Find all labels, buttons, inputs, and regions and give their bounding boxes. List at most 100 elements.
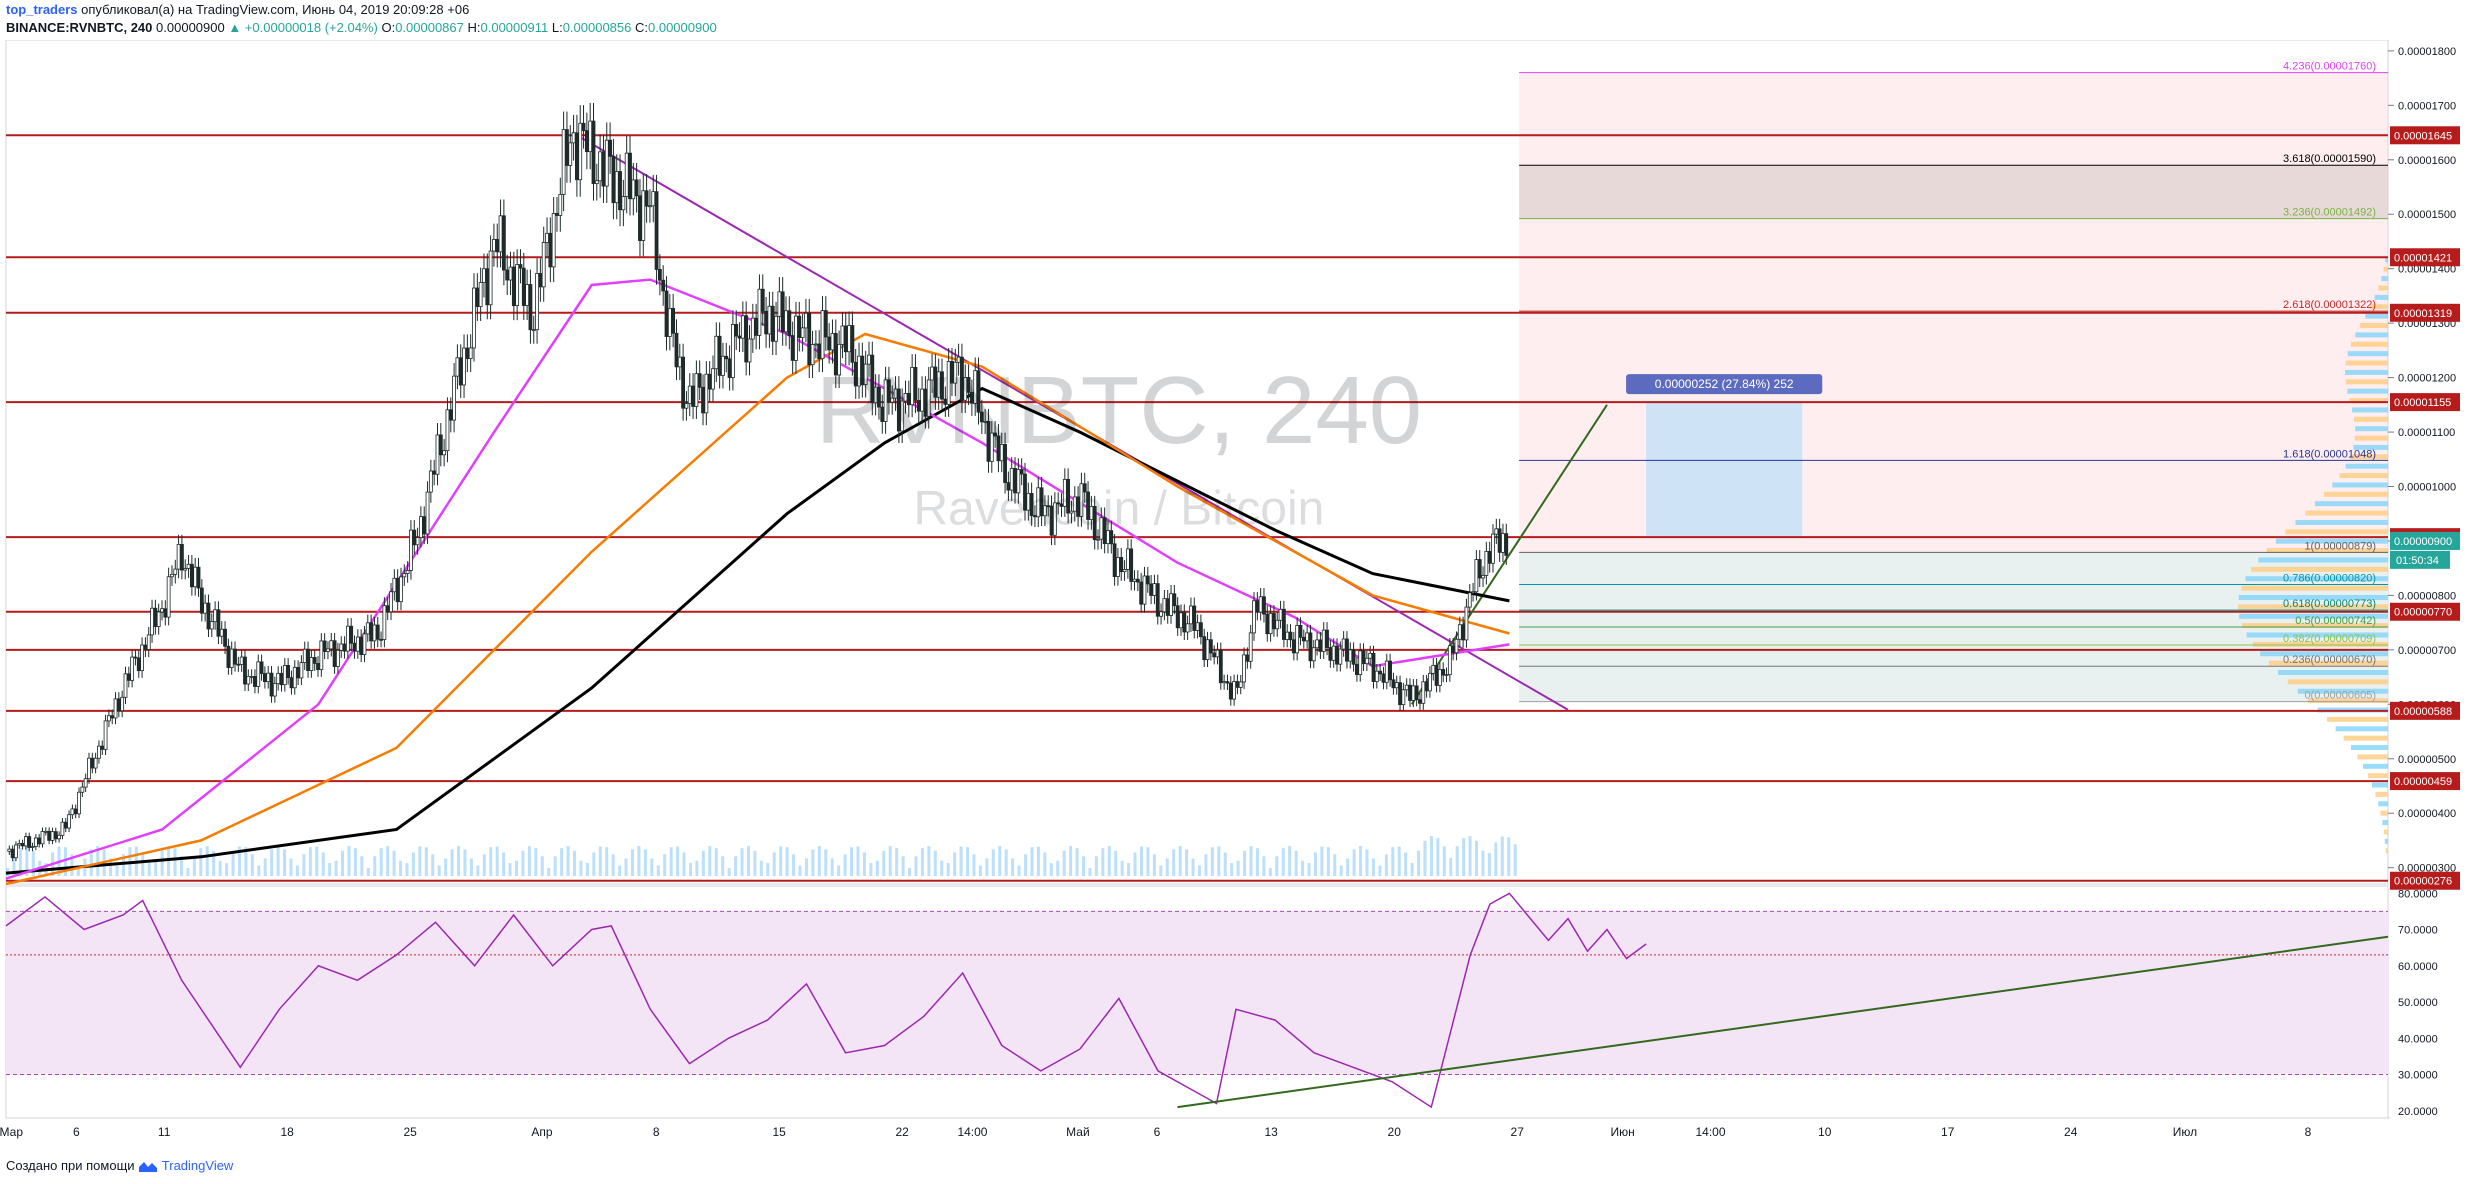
- candle: [1394, 682, 1399, 689]
- candle: [1066, 478, 1071, 514]
- volume-profile-bar: [2352, 407, 2388, 413]
- candle: [1444, 674, 1449, 677]
- candle: [432, 470, 437, 475]
- price-tick: 0.00001200: [2398, 373, 2456, 385]
- volume-bar: [444, 858, 448, 876]
- candle: [183, 568, 188, 571]
- candle: [425, 491, 430, 535]
- candle: [14, 844, 18, 859]
- candle: [475, 287, 480, 307]
- price-chart[interactable]: 0.00000252 (27.84%) 252 4.236(0.00001760)…: [0, 40, 2468, 1154]
- price-badge-bg: [2390, 126, 2460, 145]
- rsi-pane[interactable]: [5, 885, 2389, 1119]
- candle: [352, 642, 357, 652]
- candle: [810, 344, 815, 366]
- candle: [126, 673, 131, 681]
- candle: [50, 831, 55, 841]
- candle: [648, 205, 652, 208]
- volume-bar: [18, 848, 22, 876]
- candle: [1401, 689, 1406, 706]
- time-tick: 14:00: [1695, 1125, 1725, 1139]
- time-tick: 6: [73, 1125, 80, 1139]
- price-badge: 0.00001421: [2394, 252, 2452, 264]
- candle: [10, 848, 15, 859]
- tradingview-logo-icon: [139, 1161, 158, 1172]
- price-tick: 0.00000400: [2398, 808, 2456, 820]
- candle: [1023, 473, 1027, 511]
- candle: [774, 315, 778, 342]
- candle: [1301, 636, 1306, 642]
- price-tick: 0.00001500: [2398, 209, 2456, 221]
- volume-bar: [482, 854, 486, 876]
- candle: [890, 397, 895, 403]
- volume-bar: [1410, 863, 1414, 876]
- candle: [1315, 639, 1319, 649]
- candle: [462, 347, 466, 386]
- candle: [1169, 593, 1173, 616]
- candle: [266, 672, 271, 683]
- volume-bar: [521, 850, 525, 876]
- candle: [1454, 638, 1459, 654]
- volume-bar: [940, 860, 944, 876]
- volume-bar: [753, 850, 757, 876]
- volume-bar: [676, 846, 680, 876]
- volume-bar: [431, 854, 435, 876]
- candle: [1212, 652, 1217, 658]
- candle: [664, 290, 669, 337]
- price-pane[interactable]: 0.00000252 (27.84%) 252 4.236(0.00001760)…: [5, 40, 2389, 886]
- time-tick: 27: [1511, 1125, 1525, 1139]
- candle: [455, 357, 460, 377]
- candle: [1504, 533, 1509, 556]
- candle: [422, 516, 427, 535]
- volume-bar: [1082, 856, 1086, 876]
- candle: [1162, 598, 1167, 613]
- candle: [1265, 613, 1270, 635]
- tradingview-link[interactable]: TradingView: [161, 1158, 234, 1173]
- volume-bar: [328, 863, 332, 876]
- candle: [73, 808, 78, 815]
- volume-bar: [547, 867, 551, 876]
- volume-bar: [1307, 863, 1311, 876]
- rsi-tick: 60.0000: [2398, 961, 2438, 973]
- candle: [1288, 631, 1293, 641]
- ohlc-low-value: 0.00000856: [562, 20, 632, 35]
- candle: [721, 355, 725, 376]
- candle: [87, 757, 91, 780]
- volume-bar: [1313, 852, 1317, 876]
- volume-bar: [540, 856, 544, 876]
- time-tick: Апр: [531, 1125, 553, 1139]
- candle: [1112, 543, 1117, 577]
- candle: [1311, 647, 1316, 662]
- candle: [326, 648, 330, 652]
- author-link[interactable]: top_traders: [6, 2, 78, 17]
- volume-bar: [914, 856, 918, 876]
- candle: [654, 191, 659, 270]
- countdown-badge-bg: [2390, 550, 2450, 569]
- volume-bar: [978, 865, 982, 876]
- volume-bar: [843, 854, 847, 876]
- candle: [379, 638, 383, 641]
- candle: [1155, 583, 1160, 617]
- candle: [418, 516, 423, 538]
- candle: [1424, 681, 1429, 692]
- candle: [415, 537, 420, 546]
- candle: [372, 624, 377, 642]
- candle: [953, 361, 958, 384]
- candle: [402, 573, 407, 578]
- candle: [57, 834, 62, 840]
- candle: [150, 607, 154, 636]
- volume-bar: [895, 848, 899, 876]
- candle: [485, 268, 490, 306]
- volume-profile-bar: [2367, 773, 2388, 779]
- candle: [116, 698, 121, 712]
- moving-average-0: [5, 386, 1510, 875]
- price-tick: 0.00001400: [2398, 264, 2456, 276]
- ohlc-low-label: L:: [551, 20, 563, 35]
- volume-profile-bar: [2385, 848, 2388, 854]
- volume-bar: [1223, 852, 1227, 876]
- candle: [1335, 645, 1339, 665]
- volume-bar: [515, 860, 519, 876]
- volume-bar: [411, 852, 415, 876]
- volume-bar: [1030, 847, 1034, 876]
- volume-bar: [1281, 848, 1285, 876]
